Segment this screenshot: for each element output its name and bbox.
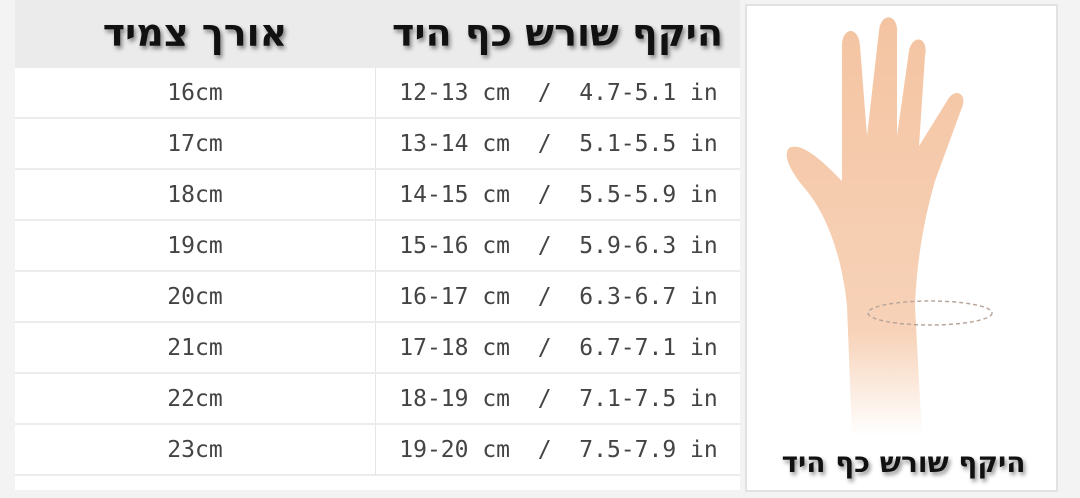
bracelet-length-cell: 19cm — [167, 233, 223, 259]
wrist-circumference-cell: 14-15 cm / 5.5-5.9 in — [375, 170, 741, 219]
bracelet-length-cell: 22cm — [167, 386, 223, 412]
table-row: 19cm 15-16 cm / 5.9-6.3 in — [15, 221, 740, 272]
wrist-circumference-cell: 15-16 cm / 5.9-6.3 in — [375, 221, 741, 270]
bracelet-length-cell: 16cm — [167, 80, 223, 106]
size-chart-table: אורך צמיד היקף שורש כף היד 16cm 12-13 cm … — [15, 0, 740, 490]
wrist-circumference-cell: 18-19 cm / 7.1-7.5 in — [375, 374, 741, 423]
table-header: אורך צמיד היקף שורש כף היד — [15, 0, 740, 68]
table-row: 20cm 16-17 cm / 6.3-6.7 in — [15, 272, 740, 323]
table-row: 22cm 18-19 cm / 7.1-7.5 in — [15, 374, 740, 425]
wrist-circumference-cell: 13-14 cm / 5.1-5.5 in — [375, 119, 741, 168]
bracelet-length-cell: 18cm — [167, 182, 223, 208]
table-row: 16cm 12-13 cm / 4.7-5.1 in — [15, 68, 740, 119]
header-wrist-circumference: היקף שורש כף היד — [392, 11, 723, 55]
header-bracelet-length: אורך צמיד — [102, 11, 288, 55]
bracelet-length-cell: 21cm — [167, 335, 223, 361]
bracelet-length-cell: 17cm — [167, 131, 223, 157]
table-row: 18cm 14-15 cm / 5.5-5.9 in — [15, 170, 740, 221]
hand-illustration-panel: היקף שורש כף היד — [745, 4, 1058, 492]
wrist-circumference-cell: 17-18 cm / 6.7-7.1 in — [375, 323, 741, 372]
bracelet-length-cell: 23cm — [167, 437, 223, 463]
hand-wrist-measure-icon — [786, 17, 993, 436]
table-row: 21cm 17-18 cm / 6.7-7.1 in — [15, 323, 740, 374]
wrist-circumference-cell: 19-20 cm / 7.5-7.9 in — [375, 425, 741, 474]
bracelet-length-cell: 20cm — [167, 284, 223, 310]
wrist-circumference-cell: 12-13 cm / 4.7-5.1 in — [375, 68, 741, 117]
table-row: 17cm 13-14 cm / 5.1-5.5 in — [15, 119, 740, 170]
table-row: 23cm 19-20 cm / 7.5-7.9 in — [15, 425, 740, 476]
illustration-caption: היקף שורש כף היד — [781, 446, 1026, 479]
wrist-circumference-cell: 16-17 cm / 6.3-6.7 in — [375, 272, 741, 321]
